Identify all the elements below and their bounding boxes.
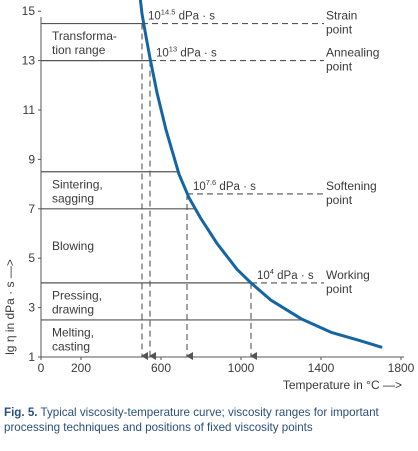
viscosity-base: 10 xyxy=(156,48,169,60)
viscosity-exponent: 14.5 xyxy=(161,8,176,17)
fixed-point-name: point xyxy=(326,193,353,207)
viscosity-curve-line xyxy=(138,0,383,349)
fixed-point-name: Working xyxy=(326,268,370,282)
fixed-point-viscosity-label: 1014.5 dPa · s xyxy=(148,8,215,23)
viscosity-exponent: 7.6 xyxy=(206,178,216,187)
y-tick-label: 13 xyxy=(22,54,36,68)
range-label: tion range xyxy=(52,43,106,57)
x-tick-label: 1400 xyxy=(308,361,335,375)
viscosity-exponent: 4 xyxy=(270,267,274,276)
range-label: Pressing, xyxy=(52,288,102,302)
y-tick-label: 15 xyxy=(22,4,36,18)
x-tick-label: 1000 xyxy=(228,361,255,375)
y-tick-label: 5 xyxy=(28,251,35,265)
range-label: sagging xyxy=(52,191,94,205)
viscosity-unit: dPa · s xyxy=(274,270,314,282)
y-tick-label: 11 xyxy=(23,103,36,117)
fixed-point-name: point xyxy=(326,23,353,37)
x-tick-label: 200 xyxy=(71,361,91,375)
fixed-point-viscosity-label: 104 dPa · s xyxy=(257,267,314,282)
range-label: drawing xyxy=(52,302,94,316)
fixed-point-name: Strain xyxy=(326,9,357,23)
range-label: Sintering, xyxy=(52,177,103,191)
x-tick-label: 0 xyxy=(38,361,45,375)
y-tick-label: 7 xyxy=(28,202,35,216)
viscosity-unit: dPa · s xyxy=(175,11,215,23)
fixed-point-viscosity-label: 1013 dPa · s xyxy=(156,45,217,60)
range-label: Transforma- xyxy=(52,29,117,43)
y-tick-label: 3 xyxy=(28,301,35,315)
viscosity-base: 10 xyxy=(148,11,161,23)
fixed-point-name: Softening xyxy=(326,179,377,193)
range-label: casting xyxy=(52,339,90,353)
x-tick-label: 600 xyxy=(151,361,171,375)
figure-caption: Fig. 5. Typical viscosity-temperature cu… xyxy=(4,405,414,435)
fixed-point-viscosity-label: 107.6 dPa · s xyxy=(193,178,256,193)
range-label: Melting, xyxy=(52,325,94,339)
viscosity-base: 10 xyxy=(257,270,270,282)
viscosity-exponent: 13 xyxy=(169,45,177,54)
viscosity-unit: dPa · s xyxy=(177,48,217,60)
viscosity-unit: dPa · s xyxy=(216,181,256,193)
fixed-point-name: point xyxy=(326,60,353,74)
x-tick-label: 1800 xyxy=(388,361,415,375)
fixed-point-name: point xyxy=(326,282,353,296)
viscosity-base: 10 xyxy=(193,181,206,193)
caption-text: Typical viscosity-temperature curve; vis… xyxy=(4,406,379,434)
caption-label: Fig. 5. xyxy=(4,406,38,419)
range-label: Blowing xyxy=(52,239,94,253)
x-axis-label: Temperature in °C —> xyxy=(283,378,402,392)
fixed-point-name: Annealing xyxy=(326,46,379,60)
y-axis-label: lg η in dPa · s —> xyxy=(3,259,17,355)
y-tick-label: 9 xyxy=(28,152,35,166)
y-tick-label: 1 xyxy=(28,350,35,364)
